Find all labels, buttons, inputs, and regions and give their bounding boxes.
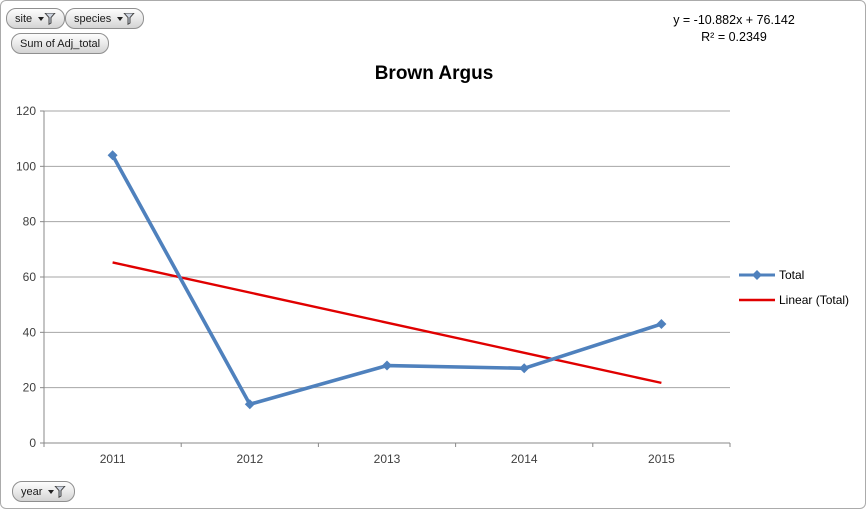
trendline-equation: y = -10.882x + 76.142 R² = 0.2349 xyxy=(621,12,847,46)
y-tick-label: 100 xyxy=(16,159,36,173)
total-series-swatch xyxy=(739,270,775,280)
legend-label-total: Total xyxy=(779,268,805,282)
data-point-marker[interactable] xyxy=(382,360,392,371)
filter-dropdown-icon xyxy=(48,485,67,498)
pivot-field-button-sum-of-adj-total[interactable]: Sum of Adj_total xyxy=(11,33,110,54)
pivot-field-button-species[interactable]: species xyxy=(65,8,145,29)
pivot-field-button-site-label: site xyxy=(15,12,33,25)
y-tick-label: 0 xyxy=(29,436,36,450)
pivot-field-button-species-label: species xyxy=(74,12,112,25)
y-tick-label: 40 xyxy=(23,325,37,339)
trendline-r-squared: R² = 0.2349 xyxy=(701,30,767,44)
y-tick-label: 80 xyxy=(23,215,37,229)
filter-dropdown-icon xyxy=(38,12,56,25)
y-tick-label: 120 xyxy=(16,104,36,118)
pivot-field-button-site[interactable]: site xyxy=(6,8,66,29)
filter-dropdown-icon xyxy=(117,12,135,25)
x-tick-label: 2015 xyxy=(648,452,675,466)
x-tick-label: 2012 xyxy=(236,452,263,466)
y-tick-label: 20 xyxy=(23,381,37,395)
x-tick-label: 2011 xyxy=(100,452,126,466)
y-tick-label: 60 xyxy=(23,270,37,284)
data-point-marker[interactable] xyxy=(107,150,118,161)
data-point-marker[interactable] xyxy=(656,319,667,330)
data-point-marker[interactable] xyxy=(244,399,255,410)
linear-trendline-swatch xyxy=(739,298,775,302)
x-tick-label: 2013 xyxy=(374,452,401,466)
pivot-field-button-year-label: year xyxy=(21,485,43,498)
trendline-equation-line: y = -10.882x + 76.142 xyxy=(673,13,795,27)
legend-item-linear-total[interactable]: Linear (Total) xyxy=(738,289,849,311)
pivot-field-button-year[interactable]: year xyxy=(12,481,76,502)
x-tick-label: 2014 xyxy=(511,452,538,466)
linear-trendline xyxy=(112,261,662,385)
chart-title: Brown Argus xyxy=(374,63,494,84)
data-point-marker[interactable] xyxy=(519,363,530,374)
legend: Total Linear (Total) xyxy=(738,264,849,311)
pivot-field-button-sum-label: Sum of Adj_total xyxy=(20,37,101,50)
legend-label-linear-total: Linear (Total) xyxy=(779,293,850,307)
legend-item-total[interactable]: Total xyxy=(738,264,849,286)
